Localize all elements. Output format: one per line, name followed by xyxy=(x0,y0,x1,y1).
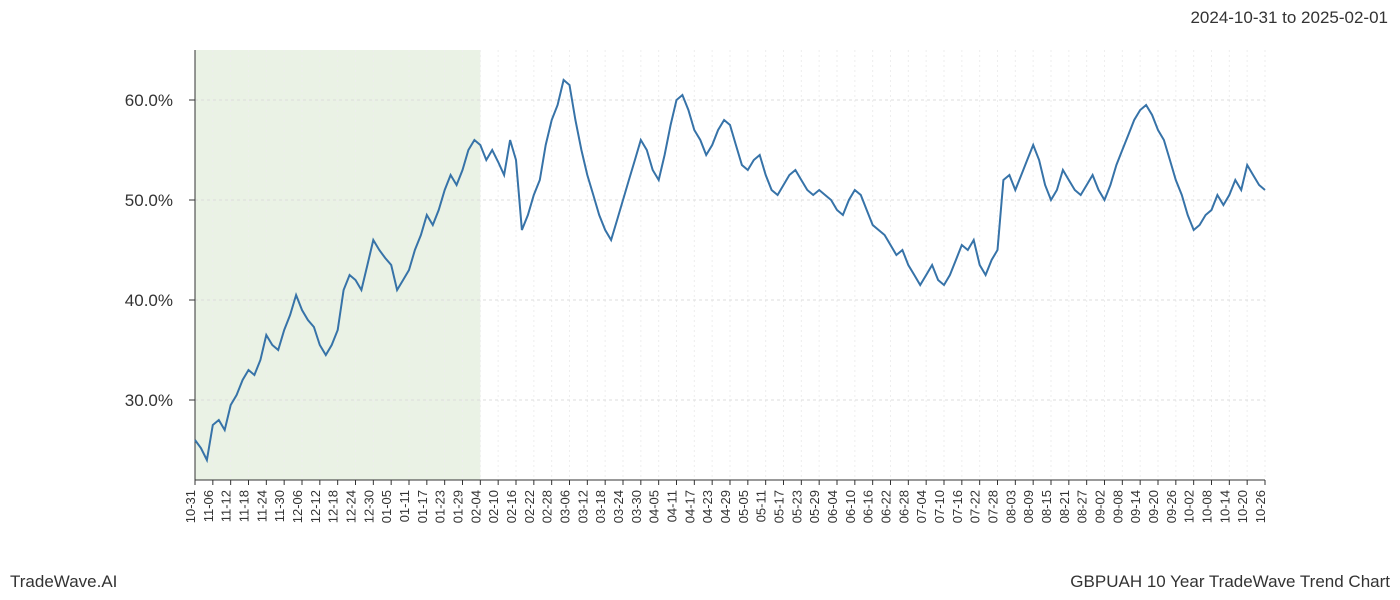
y-tick-label: 50.0% xyxy=(125,191,173,210)
date-range-label: 2024-10-31 to 2025-02-01 xyxy=(1190,8,1388,28)
x-tick-label: 03-30 xyxy=(629,490,644,523)
x-tick-label: 09-14 xyxy=(1128,490,1143,523)
x-tick-label: 10-08 xyxy=(1200,490,1215,523)
x-tick-label: 12-30 xyxy=(361,490,376,523)
x-tick-label: 11-30 xyxy=(272,490,287,522)
x-tick-label: 12-12 xyxy=(308,490,323,523)
x-tick-label: 08-27 xyxy=(1075,490,1090,523)
x-tick-label: 06-10 xyxy=(843,490,858,523)
x-tick-label: 11-06 xyxy=(201,490,216,522)
x-tick-label: 10-02 xyxy=(1182,490,1197,523)
x-tick-label: 01-29 xyxy=(451,490,466,523)
x-tick-label: 02-28 xyxy=(540,490,555,523)
x-tick-label: 05-29 xyxy=(807,490,822,523)
x-tick-label: 03-24 xyxy=(611,490,626,523)
x-tick-label: 09-02 xyxy=(1093,490,1108,523)
x-tick-label: 03-18 xyxy=(593,490,608,523)
x-tick-label: 04-05 xyxy=(647,490,662,523)
x-tick-label: 10-14 xyxy=(1217,490,1232,523)
brand-label: TradeWave.AI xyxy=(10,572,117,592)
x-tick-label: 05-11 xyxy=(754,490,769,522)
trend-chart: 30.0% 40.0% 50.0% 60.0% 10-3111-0611-1211-18… xyxy=(0,35,1400,565)
x-tick-label: 04-17 xyxy=(682,490,697,523)
chart-svg: 30.0% 40.0% 50.0% 60.0% 10-3111-0611-1211-18… xyxy=(0,35,1400,565)
x-tick-label: 09-20 xyxy=(1146,490,1161,523)
x-tick-label: 06-22 xyxy=(879,490,894,523)
x-tick-label: 10-26 xyxy=(1253,490,1268,523)
x-tick-label: 09-26 xyxy=(1164,490,1179,523)
y-tick-label: 30.0% xyxy=(125,391,173,410)
x-tick-label: 03-12 xyxy=(575,490,590,523)
x-tick-label: 07-16 xyxy=(950,490,965,523)
x-tick-label: 08-09 xyxy=(1021,490,1036,523)
x-tick-label: 05-05 xyxy=(736,490,751,523)
x-tick-label: 08-15 xyxy=(1039,490,1054,523)
x-tick-label: 01-05 xyxy=(379,490,394,523)
x-tick-label: 07-28 xyxy=(986,490,1001,523)
x-tick-label: 03-06 xyxy=(558,490,573,523)
x-tick-label: 11-18 xyxy=(237,490,252,522)
x-tick-label: 07-22 xyxy=(968,490,983,523)
x-tick-label: 11-12 xyxy=(219,490,234,522)
x-tick-label: 08-03 xyxy=(1003,490,1018,523)
x-tick-label: 04-23 xyxy=(700,490,715,523)
chart-title-label: GBPUAH 10 Year TradeWave Trend Chart xyxy=(1070,572,1390,592)
x-tick-label: 01-11 xyxy=(397,490,412,522)
x-tick-label: 07-10 xyxy=(932,490,947,523)
x-tick-label: 06-16 xyxy=(861,490,876,523)
x-tick-label: 10-31 xyxy=(183,490,198,523)
x-tick-label: 06-28 xyxy=(896,490,911,523)
x-tick-label: 02-16 xyxy=(504,490,519,523)
x-tick-label: 02-04 xyxy=(468,490,483,523)
x-tick-label: 04-29 xyxy=(718,490,733,523)
x-tick-label: 11-24 xyxy=(254,490,269,522)
x-tick-label: 07-04 xyxy=(914,490,929,523)
x-tick-label: 05-17 xyxy=(772,490,787,523)
x-tick-label: 05-23 xyxy=(789,490,804,523)
x-tick-label: 12-06 xyxy=(290,490,305,523)
x-tick-label: 10-20 xyxy=(1235,490,1250,523)
x-tick-label: 01-17 xyxy=(415,490,430,523)
x-tick-label: 12-18 xyxy=(326,490,341,523)
y-tick-label: 40.0% xyxy=(125,291,173,310)
x-tick-label: 06-04 xyxy=(825,490,840,523)
x-tick-label: 08-21 xyxy=(1057,490,1072,523)
x-tick-label: 04-11 xyxy=(665,490,680,522)
x-tick-label: 02-10 xyxy=(486,490,501,523)
x-tick-label: 09-08 xyxy=(1110,490,1125,523)
y-tick-label: 60.0% xyxy=(125,91,173,110)
x-tick-label: 01-23 xyxy=(433,490,448,523)
x-tick-label: 12-24 xyxy=(344,490,359,523)
x-tick-label: 02-22 xyxy=(522,490,537,523)
